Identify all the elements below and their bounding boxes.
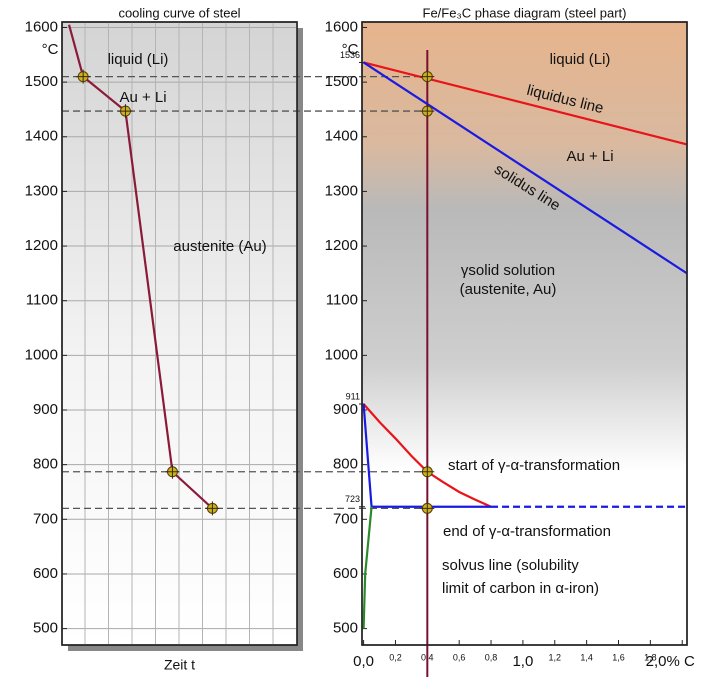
x-tick-label: 0,6 (453, 652, 466, 662)
annotation: Au + Li (566, 148, 613, 165)
y-tick-label: 1500 (325, 73, 358, 90)
plot-frame (61, 21, 298, 646)
annotation: (austenite, Au) (460, 281, 557, 298)
y-tick-label: 900 (33, 401, 58, 418)
y-tick-label: 1100 (326, 292, 358, 309)
x-axis-label: Zeit t (164, 657, 195, 673)
curve (363, 61, 688, 146)
marker-cross (420, 464, 435, 479)
y-unit: °C (342, 41, 359, 58)
y-tick-label: 700 (333, 510, 358, 527)
y-tick-label: 800 (333, 456, 358, 473)
annotation: end of γ-α-transformation (443, 523, 611, 540)
marker-cross (420, 104, 435, 119)
x-tick-label: 1,8 (644, 652, 657, 662)
y-tick-label: 1100 (26, 292, 58, 309)
y-tick-label: 800 (33, 456, 58, 473)
marker-cross (118, 104, 133, 119)
y-tick-label: 900 (333, 401, 358, 418)
marker-cross (420, 501, 435, 516)
x-tick-label: 0,2 (389, 652, 402, 662)
annotation: limit of carbon in α-iron) (442, 580, 599, 597)
annotation: start of γ-α-transformation (448, 457, 620, 474)
x-tick-label: 2,0% C (646, 653, 695, 670)
y-tick-label: 1000 (325, 346, 358, 363)
special-tick-label: 1536 (340, 50, 360, 60)
x-tick-label: 1,4 (580, 652, 593, 662)
y-tick-label: 1300 (25, 182, 58, 199)
y-tick-label: 500 (33, 620, 58, 637)
annotation: γsolid solution (461, 262, 555, 279)
y-tick-label: 1300 (325, 182, 358, 199)
x-tick-label: 1,0 (512, 653, 533, 670)
plot-frame (361, 21, 688, 646)
x-tick-label: 0,0 (353, 653, 374, 670)
annotation: liquid (Li) (108, 51, 169, 68)
y-tick-label: 1400 (325, 128, 358, 145)
x-tick-label: 1,6 (612, 652, 625, 662)
marker-cross (205, 501, 220, 516)
y-tick-label: 1600 (25, 18, 58, 35)
y-tick-label: 500 (333, 620, 358, 637)
y-tick-label: 700 (33, 510, 58, 527)
x-tick-label: 1,2 (549, 652, 562, 662)
y-tick-label: 1500 (25, 73, 58, 90)
y-tick-label: 600 (33, 565, 58, 582)
y-tick-label: 1600 (325, 18, 358, 35)
y-tick-label: 600 (333, 565, 358, 582)
annotation: austenite (Au) (173, 238, 266, 255)
annotation: Au + Li (119, 89, 166, 106)
special-tick-label: 723 (345, 494, 360, 504)
annotation: liquid (Li) (550, 51, 611, 68)
annotation: solvus line (solubility (442, 557, 579, 574)
y-tick-label: 1200 (25, 237, 58, 254)
y-tick-label: 1000 (25, 346, 58, 363)
y-tick-label: 1400 (25, 128, 58, 145)
marker-cross (76, 69, 91, 84)
chart-title: cooling curve of steel (118, 5, 240, 20)
curve (362, 61, 688, 275)
plot-area (361, 21, 688, 646)
x-tick-label: 0,8 (485, 652, 498, 662)
curve (362, 506, 373, 629)
chart-title: Fe/Fe₃C phase diagram (steel part) (423, 5, 627, 20)
y-tick-label: 1200 (325, 237, 358, 254)
marker-cross (420, 69, 435, 84)
y-unit: °C (42, 41, 59, 58)
marker-cross (165, 464, 180, 479)
special-tick-label: 911 (346, 391, 360, 401)
